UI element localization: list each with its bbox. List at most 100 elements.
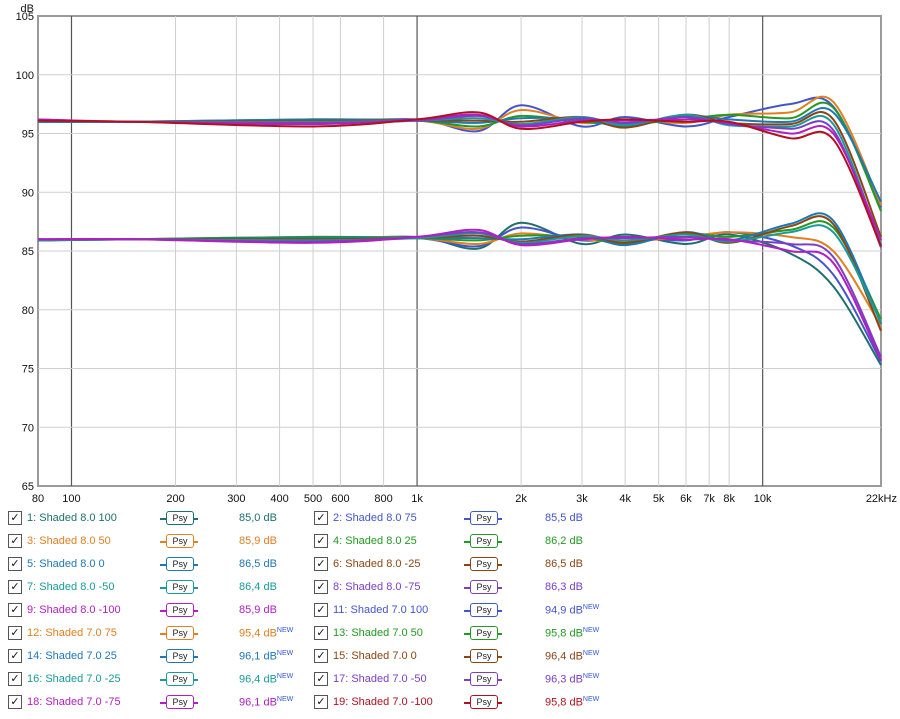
grid (37, 15, 882, 487)
legend-level-value: 96,1 dBNEW (239, 650, 293, 663)
y-tick-label: 65 (22, 481, 34, 493)
legend-series-name: 4: Shaded 8.0 25 (333, 535, 417, 547)
legend-level-value: 85,9 dB (239, 604, 277, 616)
series-layer (37, 95, 882, 366)
level-value-text: 85,0 dB (239, 512, 277, 524)
y-tick-label: 95 (22, 129, 34, 141)
x-tick-label: 5k (653, 493, 665, 505)
psy-smoothing-button[interactable]: Psy (470, 534, 498, 548)
psy-smoothing-button[interactable]: Psy (470, 580, 498, 594)
new-badge: NEW (276, 650, 294, 657)
legend-level-value: 96,3 dBNEW (545, 673, 599, 686)
psy-smoothing-button[interactable]: Psy (166, 626, 194, 640)
series-visibility-checkbox[interactable]: ✓ (314, 695, 328, 709)
series-line-17 (37, 113, 882, 241)
y-tick-label: 80 (22, 305, 34, 317)
x-tick-label: 200 (166, 493, 184, 505)
legend-level-value: 85,9 dB (239, 535, 277, 547)
series-visibility-checkbox[interactable]: ✓ (8, 649, 22, 663)
series-visibility-checkbox[interactable]: ✓ (314, 557, 328, 571)
psy-smoothing-button[interactable]: Psy (166, 557, 194, 571)
series-visibility-checkbox[interactable]: ✓ (8, 557, 22, 571)
legend-series-name: 15: Shaded 7.0 0 (333, 650, 417, 662)
new-badge: NEW (582, 627, 600, 634)
level-value-text: 96,4 dB (239, 673, 277, 686)
legend-series-name: 14: Shaded 7.0 25 (27, 650, 117, 662)
legend-series-name: 19: Shaded 7.0 -100 (333, 696, 433, 708)
series-visibility-checkbox[interactable]: ✓ (314, 511, 328, 525)
series-visibility-checkbox[interactable]: ✓ (314, 649, 328, 663)
legend-series-name: 17: Shaded 7.0 -50 (333, 673, 427, 685)
series-visibility-checkbox[interactable]: ✓ (8, 672, 22, 686)
legend-series-name: 3: Shaded 8.0 50 (27, 535, 111, 547)
legend-level-value: 96,4 dBNEW (545, 650, 599, 663)
psy-smoothing-button[interactable]: Psy (470, 649, 498, 663)
legend-series-name: 8: Shaded 8.0 -75 (333, 581, 421, 593)
x-tick-label: 100 (62, 493, 80, 505)
legend-series-name: 16: Shaded 7.0 -25 (27, 673, 121, 685)
level-value-text: 85,5 dB (545, 512, 583, 524)
legend-level-value: 95,8 dBNEW (545, 696, 599, 709)
x-tick-label: 300 (227, 493, 245, 505)
x-tick-label: 8k (723, 493, 735, 505)
psy-smoothing-button[interactable]: Psy (166, 649, 194, 663)
level-value-text: 85,9 dB (239, 604, 277, 616)
new-badge: NEW (582, 696, 600, 703)
x-tick-label: 2k (515, 493, 527, 505)
psy-smoothing-button[interactable]: Psy (470, 626, 498, 640)
level-value-text: 86,2 dB (545, 535, 583, 547)
psy-smoothing-button[interactable]: Psy (166, 580, 194, 594)
series-visibility-checkbox[interactable]: ✓ (314, 534, 328, 548)
legend: ✓ 1: Shaded 8.0 100 Psy 85,0 dB ✓ 2: Shaded 8… (0, 508, 900, 719)
legend-series-name: 13: Shaded 7.0 50 (333, 627, 423, 639)
frequency-response-chart: 80 100 200 300 400 500 600 800 1k 2k 3k 4k 5k 6k 7k 8k 1… (16, 3, 897, 505)
legend-level-value: 86,4 dB (239, 581, 277, 593)
y-tick-label: 70 (22, 422, 34, 434)
legend-level-value: 86,5 dB (545, 558, 583, 570)
series-visibility-checkbox[interactable]: ✓ (8, 511, 22, 525)
series-visibility-checkbox[interactable]: ✓ (314, 603, 328, 617)
x-tick-label: 6k (680, 493, 692, 505)
series-line-16 (37, 114, 882, 248)
legend-level-value: 94,9 dBNEW (545, 604, 599, 617)
series-visibility-checkbox[interactable]: ✓ (8, 580, 22, 594)
series-visibility-checkbox[interactable]: ✓ (8, 626, 22, 640)
legend-series-name: 1: Shaded 8.0 100 (27, 512, 117, 524)
psy-smoothing-button[interactable]: Psy (166, 511, 194, 525)
x-tick-label: 800 (374, 493, 392, 505)
series-line-18 (37, 111, 882, 247)
series-visibility-checkbox[interactable]: ✓ (8, 534, 22, 548)
psy-smoothing-button[interactable]: Psy (166, 603, 194, 617)
psy-smoothing-button[interactable]: Psy (470, 557, 498, 571)
legend-level-value: 86,2 dB (545, 535, 583, 547)
x-tick-label: 1k (411, 493, 423, 505)
legend-level-value: 86,5 dB (239, 558, 277, 570)
y-tick-label: 100 (16, 70, 34, 82)
legend-series-name: 6: Shaded 8.0 -25 (333, 558, 421, 570)
legend-series-name: 18: Shaded 7.0 -75 (27, 696, 121, 708)
legend-series-name: 9: Shaded 8.0 -100 (27, 604, 121, 616)
series-visibility-checkbox[interactable]: ✓ (314, 580, 328, 594)
x-tick-label: 500 (304, 493, 322, 505)
level-value-text: 86,5 dB (545, 558, 583, 570)
psy-smoothing-button[interactable]: Psy (470, 695, 498, 709)
series-visibility-checkbox[interactable]: ✓ (8, 695, 22, 709)
x-tick-label: 600 (331, 493, 349, 505)
level-value-text: 96,3 dB (545, 673, 583, 686)
new-badge: NEW (276, 696, 294, 703)
psy-smoothing-button[interactable]: Psy (470, 511, 498, 525)
new-badge: NEW (276, 627, 294, 634)
series-visibility-checkbox[interactable]: ✓ (314, 672, 328, 686)
psy-smoothing-button[interactable]: Psy (166, 534, 194, 548)
series-visibility-checkbox[interactable]: ✓ (314, 626, 328, 640)
psy-smoothing-button[interactable]: Psy (470, 603, 498, 617)
y-tick-label: 105 (16, 11, 34, 23)
psy-smoothing-button[interactable]: Psy (470, 672, 498, 686)
psy-smoothing-button[interactable]: Psy (166, 672, 194, 686)
psy-smoothing-button[interactable]: Psy (166, 695, 194, 709)
x-tick-label: 22kHz (866, 493, 897, 505)
x-tick-label: 3k (576, 493, 588, 505)
axes: 80 100 200 300 400 500 600 800 1k 2k 3k 4k 5k 6k 7k 8k 1… (16, 3, 897, 505)
series-visibility-checkbox[interactable]: ✓ (8, 603, 22, 617)
y-axis-label: dB (21, 3, 34, 15)
